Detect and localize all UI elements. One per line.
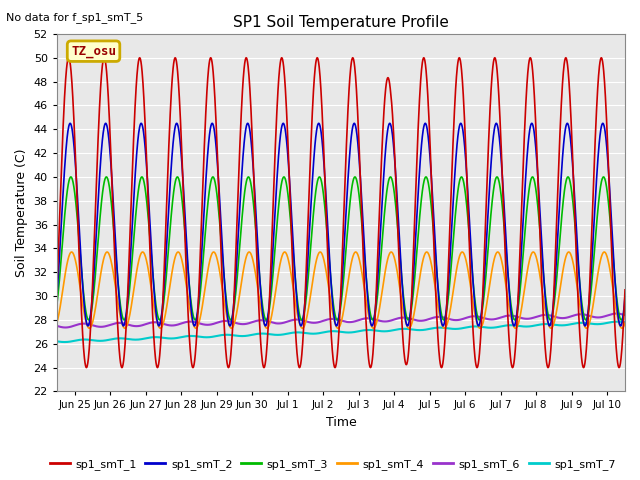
Y-axis label: Soil Temperature (C): Soil Temperature (C) — [15, 148, 28, 277]
Title: SP1 Soil Temperature Profile: SP1 Soil Temperature Profile — [233, 15, 449, 30]
X-axis label: Time: Time — [326, 416, 356, 429]
Text: No data for f_sp1_smT_5: No data for f_sp1_smT_5 — [6, 12, 143, 23]
Text: TZ_osu: TZ_osu — [71, 45, 116, 58]
Legend: sp1_smT_1, sp1_smT_2, sp1_smT_3, sp1_smT_4, sp1_smT_6, sp1_smT_7: sp1_smT_1, sp1_smT_2, sp1_smT_3, sp1_smT… — [45, 455, 620, 474]
